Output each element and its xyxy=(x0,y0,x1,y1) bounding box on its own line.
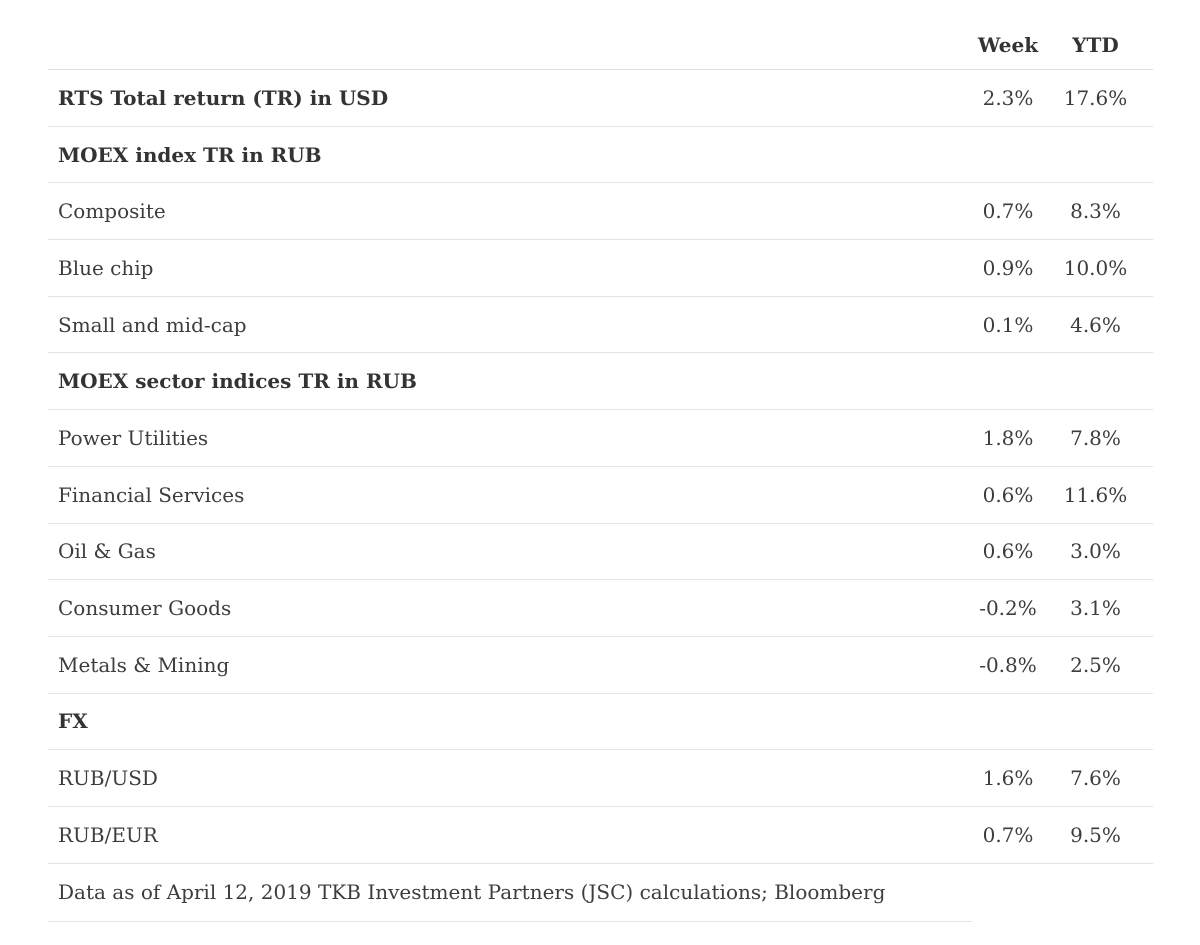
row-label: RTS Total return (TR) in USD xyxy=(58,85,389,110)
table-body: RTS Total return (TR) in USD 2.3% 17.6% MOE… xyxy=(48,70,1153,864)
week-value: 0.6% xyxy=(982,482,1034,507)
week-value: -0.2% xyxy=(979,596,1037,621)
table-row: RUB/EUR 0.7% 9.5% xyxy=(48,807,1153,864)
ytd-value: 7.8% xyxy=(1070,425,1121,450)
row-label: Small and mid-cap xyxy=(58,312,247,337)
table-row: Consumer Goods -0.2% 3.1% xyxy=(48,580,1153,637)
table-row: RUB/USD 1.6% 7.6% xyxy=(48,750,1153,807)
week-value: 0.1% xyxy=(982,312,1034,337)
ytd-value: 8.3% xyxy=(1070,199,1121,224)
row-label: Consumer Goods xyxy=(58,596,232,621)
table-row: Metals & Mining -0.8% 2.5% xyxy=(48,637,1153,694)
row-label: Oil & Gas xyxy=(58,539,156,564)
row-label: Metals & Mining xyxy=(58,652,230,677)
week-value: 0.9% xyxy=(982,255,1034,280)
week-value: 2.3% xyxy=(982,85,1034,110)
column-header-week: Week xyxy=(977,32,1039,57)
ytd-value: 11.6% xyxy=(1063,482,1128,507)
returns-table: Week YTD RTS Total return (TR) in USD 2.3… xyxy=(48,0,1153,922)
table-row: RTS Total return (TR) in USD 2.3% 17.6% xyxy=(48,70,1153,127)
week-value: 0.7% xyxy=(982,822,1034,847)
table-row: Composite 0.7% 8.3% xyxy=(48,183,1153,241)
week-value: 1.8% xyxy=(982,425,1034,450)
table-row: Oil & Gas 0.6% 3.0% xyxy=(48,524,1153,581)
section-row: MOEX sector indices TR in RUB xyxy=(48,353,1153,411)
table-row: Financial Services 0.6% 11.6% xyxy=(48,467,1153,524)
week-value: -0.8% xyxy=(979,652,1037,677)
ytd-value: 2.5% xyxy=(1070,652,1121,677)
section-row: MOEX index TR in RUB xyxy=(48,127,1153,184)
table-row: Blue chip 0.9% 10.0% xyxy=(48,240,1153,297)
week-value: 0.6% xyxy=(982,539,1034,564)
column-header-ytd: YTD xyxy=(1072,32,1119,57)
ytd-value: 9.5% xyxy=(1070,822,1121,847)
row-label: FX xyxy=(58,709,88,734)
ytd-value: 4.6% xyxy=(1070,312,1121,337)
row-label: MOEX sector indices TR in RUB xyxy=(58,369,417,394)
row-label: Composite xyxy=(58,199,166,224)
row-label: Power Utilities xyxy=(58,425,209,450)
row-label: MOEX index TR in RUB xyxy=(58,142,322,167)
table-header-row: Week YTD xyxy=(48,0,1153,70)
row-label: Financial Services xyxy=(58,482,245,507)
ytd-value: 3.1% xyxy=(1070,596,1121,621)
week-value: 1.6% xyxy=(982,766,1034,791)
ytd-value: 10.0% xyxy=(1063,255,1128,280)
section-row: FX xyxy=(48,694,1153,751)
row-label: RUB/USD xyxy=(58,766,158,791)
ytd-value: 7.6% xyxy=(1070,766,1121,791)
week-value: 0.7% xyxy=(982,199,1034,224)
table-footnote: Data as of April 12, 2019 TKB Investment… xyxy=(58,880,886,905)
table-row: Small and mid-cap 0.1% 4.6% xyxy=(48,297,1153,354)
table-bottom-border xyxy=(48,920,972,922)
ytd-value: 3.0% xyxy=(1070,539,1121,564)
row-label: RUB/EUR xyxy=(58,822,158,847)
table-footer-row: Data as of April 12, 2019 TKB Investment… xyxy=(48,864,1153,921)
table-row: Power Utilities 1.8% 7.8% xyxy=(48,410,1153,467)
row-label: Blue chip xyxy=(58,255,154,280)
ytd-value: 17.6% xyxy=(1063,85,1128,110)
